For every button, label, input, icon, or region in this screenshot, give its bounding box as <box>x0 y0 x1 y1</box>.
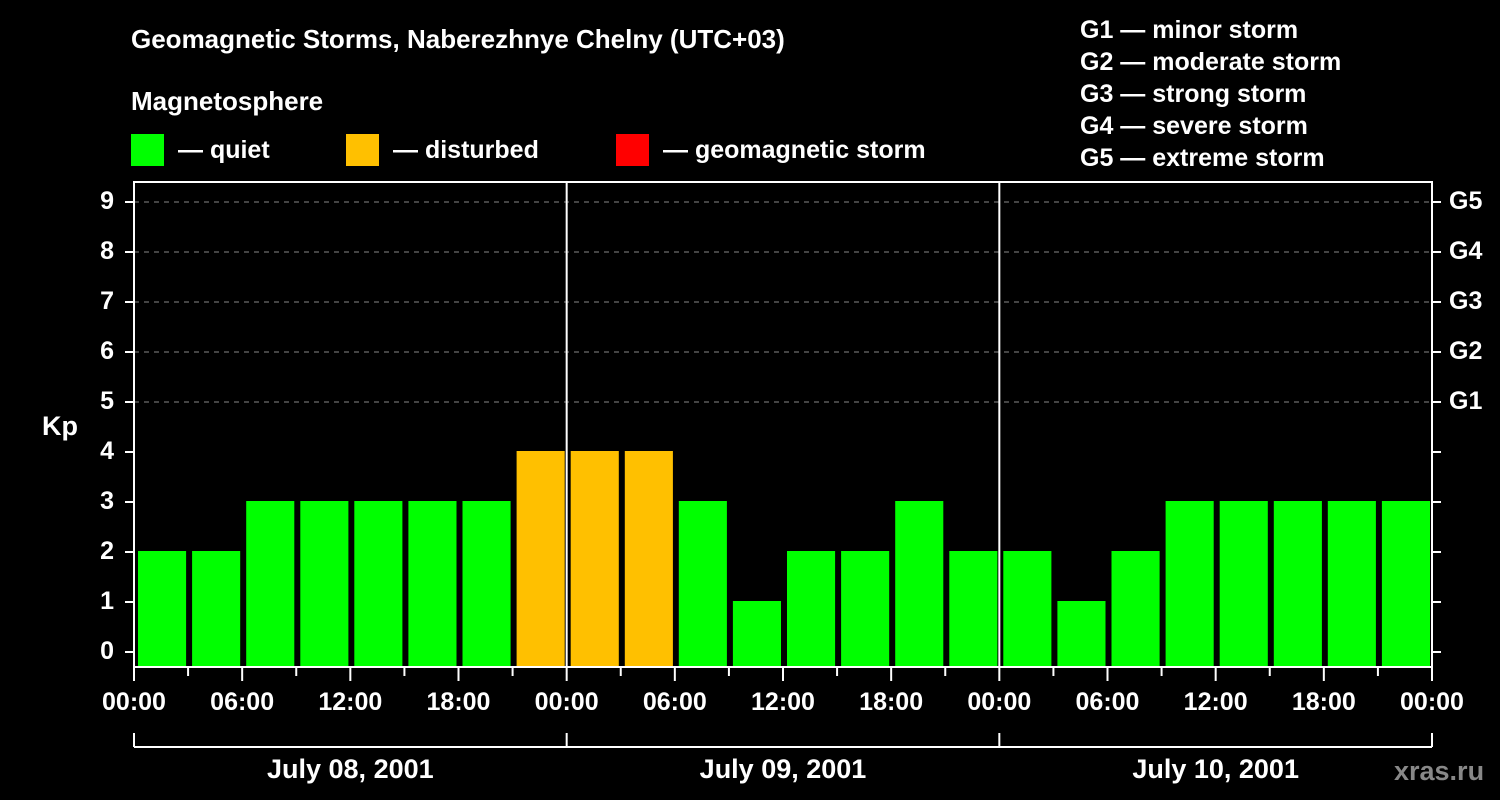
x-tick-label: 18:00 <box>426 688 491 716</box>
day-label: July 10, 2001 <box>1132 754 1299 784</box>
y-tick-label: 2 <box>100 537 114 565</box>
x-tick-label: 06:00 <box>642 688 707 716</box>
g-scale-label: G3 <box>1449 287 1483 315</box>
kp-bar <box>570 451 619 667</box>
storm-scale-g3: G3 — strong storm <box>1080 80 1307 108</box>
kp-bar <box>678 501 727 667</box>
legend-storm: — geomagnetic storm <box>616 134 926 166</box>
storm-scale-legend: G1 — minor storm G2 — moderate storm G3 … <box>1080 14 1341 174</box>
y-tick-label: 6 <box>100 337 114 365</box>
legend-quiet-label: — quiet <box>178 135 270 164</box>
kp-bar <box>895 501 944 667</box>
day-label: July 09, 2001 <box>699 754 867 784</box>
kp-bar <box>300 501 349 667</box>
kp-bar <box>787 551 836 667</box>
x-tick-label: 06:00 <box>210 688 275 716</box>
x-tick-label: 12:00 <box>751 688 815 716</box>
kp-bar <box>354 501 403 667</box>
chart-title: Geomagnetic Storms, Naberezhnye Chelny (… <box>131 24 785 54</box>
y-tick-label: 1 <box>100 587 114 615</box>
g-scale-label: G5 <box>1449 187 1483 215</box>
quiet-swatch-icon <box>131 134 164 166</box>
y-tick-label: 4 <box>100 437 114 465</box>
axes-frame <box>125 181 1441 748</box>
kp-bar <box>462 501 511 667</box>
kp-bar <box>516 451 565 667</box>
storm-scale-g4: G4 — severe storm <box>1080 112 1308 140</box>
x-tick-label: 12:00 <box>1183 688 1248 716</box>
y-tick-label: 3 <box>100 487 114 515</box>
y-axis-label: Kp <box>42 411 78 441</box>
kp-bar <box>1327 501 1376 667</box>
y-tick-label: 5 <box>100 387 114 415</box>
storm-scale-g1: G1 — minor storm <box>1080 16 1299 44</box>
kp-bar <box>246 501 295 667</box>
x-tick-label: 18:00 <box>859 688 924 716</box>
storm-swatch-icon <box>616 134 649 166</box>
y-tick-label: 9 <box>100 187 114 215</box>
day-label: July 08, 2001 <box>267 754 434 784</box>
x-tick-label: 00:00 <box>102 688 166 716</box>
kp-bar <box>841 551 890 667</box>
chart-subtitle: Magnetosphere <box>131 86 324 116</box>
y-tick-label: 7 <box>100 287 114 315</box>
disturbed-swatch-icon <box>346 134 379 166</box>
kp-bar <box>1111 551 1160 667</box>
kp-bar <box>1273 501 1322 667</box>
kp-bar <box>408 501 457 667</box>
kp-bar <box>1003 551 1052 667</box>
kp-bars <box>138 451 1430 667</box>
watermark: xras.ru <box>1394 756 1485 786</box>
legend-disturbed-label: — disturbed <box>393 135 539 164</box>
g-scale-label: G2 <box>1449 337 1483 365</box>
x-tick-label: 00:00 <box>534 688 599 716</box>
legend-disturbed: — disturbed <box>346 134 539 166</box>
x-tick-label: 00:00 <box>1400 688 1464 716</box>
kp-bar <box>1057 601 1106 667</box>
y-tick-label: 8 <box>100 237 114 265</box>
kp-bar <box>949 551 998 667</box>
kp-bar <box>1219 501 1268 667</box>
grid-lines <box>134 201 1432 403</box>
kp-bar <box>624 451 673 667</box>
kp-bar <box>1165 501 1214 667</box>
x-tick-label: 12:00 <box>318 688 383 716</box>
x-tick-label: 18:00 <box>1291 688 1356 716</box>
storm-scale-g5: G5 — extreme storm <box>1080 144 1325 172</box>
kp-bar <box>732 601 781 667</box>
legend-quiet: — quiet <box>131 134 270 166</box>
kp-bar <box>192 551 241 667</box>
legend-storm-label: — geomagnetic storm <box>663 135 926 164</box>
x-tick-label: 06:00 <box>1075 688 1140 716</box>
g-scale-label: G4 <box>1449 237 1483 265</box>
x-tick-label: 00:00 <box>967 688 1032 716</box>
storm-scale-g2: G2 — moderate storm <box>1080 48 1342 76</box>
g-scale-label: G1 <box>1449 387 1483 415</box>
y-tick-label: 0 <box>100 637 114 665</box>
kp-bar <box>1381 501 1430 667</box>
kp-bar <box>138 551 187 667</box>
